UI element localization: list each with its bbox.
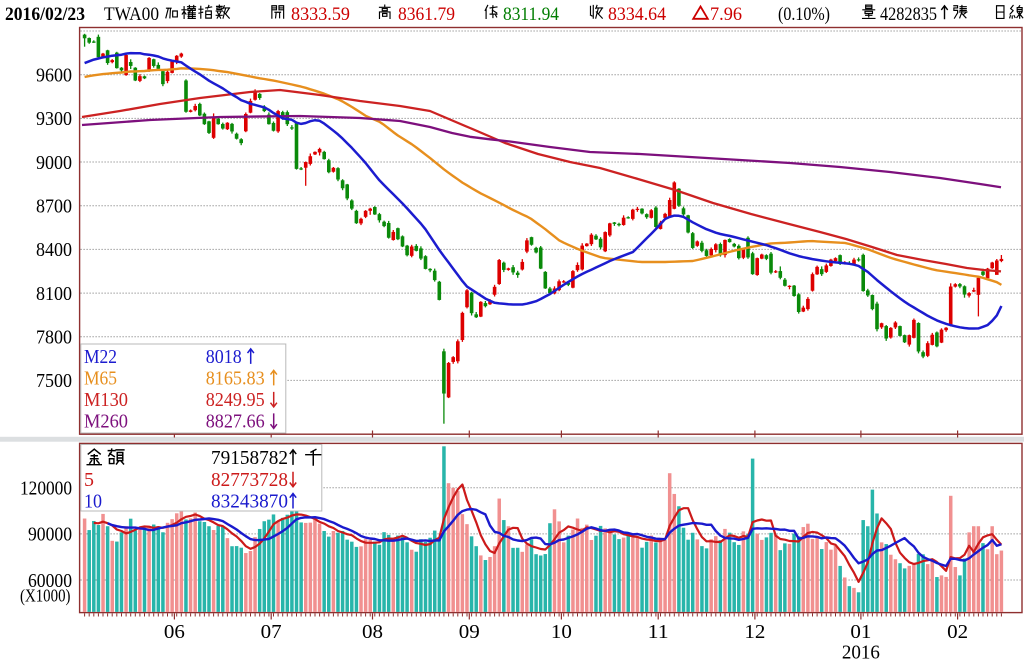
svg-text:11: 11 (648, 621, 669, 643)
svg-text:(0.10%): (0.10%) (778, 4, 830, 25)
svg-text:8249.95: 8249.95 (206, 389, 265, 411)
svg-text:M130: M130 (84, 389, 128, 411)
svg-text:2016/02/23: 2016/02/23 (5, 4, 85, 25)
svg-text:8100: 8100 (36, 283, 72, 305)
svg-text:8400: 8400 (36, 239, 72, 261)
svg-text:12: 12 (744, 621, 765, 643)
svg-text:8333.59: 8333.59 (291, 4, 350, 25)
svg-text:7800: 7800 (36, 327, 72, 349)
svg-text:7500: 7500 (36, 370, 72, 392)
svg-text:8361.79: 8361.79 (398, 4, 455, 25)
svg-text:8311.94: 8311.94 (503, 4, 559, 25)
svg-text:82773728: 82773728 (211, 469, 288, 491)
svg-text:8700: 8700 (36, 196, 72, 218)
svg-text:8334.64: 8334.64 (608, 4, 666, 25)
svg-text:07: 07 (261, 621, 282, 643)
svg-text:02: 02 (947, 621, 968, 643)
svg-text:(X1000): (X1000) (20, 586, 71, 607)
svg-text:9000: 9000 (36, 152, 72, 174)
svg-text:8165.83: 8165.83 (206, 368, 265, 390)
svg-text:10: 10 (551, 621, 572, 643)
svg-text:79158782: 79158782 (211, 447, 288, 469)
svg-text:09: 09 (459, 621, 480, 643)
svg-text:8827.66: 8827.66 (206, 411, 265, 433)
svg-text:M65: M65 (84, 368, 117, 390)
svg-text:M260: M260 (84, 411, 128, 433)
svg-text:9600: 9600 (36, 64, 72, 86)
svg-text:10: 10 (84, 491, 102, 513)
svg-text:2016: 2016 (842, 642, 880, 662)
svg-text:83243870: 83243870 (211, 491, 288, 513)
svg-text:TWA00: TWA00 (104, 4, 159, 25)
svg-text:08: 08 (362, 621, 383, 643)
svg-text:01: 01 (850, 621, 871, 643)
svg-text:90000: 90000 (28, 524, 72, 546)
svg-text:9300: 9300 (36, 108, 72, 130)
svg-text:120000: 120000 (20, 478, 72, 500)
svg-text:4282835: 4282835 (880, 4, 937, 25)
svg-text:60000: 60000 (28, 570, 72, 592)
svg-text:7.96: 7.96 (710, 4, 742, 25)
svg-text:06: 06 (164, 621, 185, 643)
svg-text:5: 5 (84, 469, 94, 491)
svg-text:M22: M22 (84, 346, 117, 368)
svg-text:8018: 8018 (206, 346, 242, 368)
